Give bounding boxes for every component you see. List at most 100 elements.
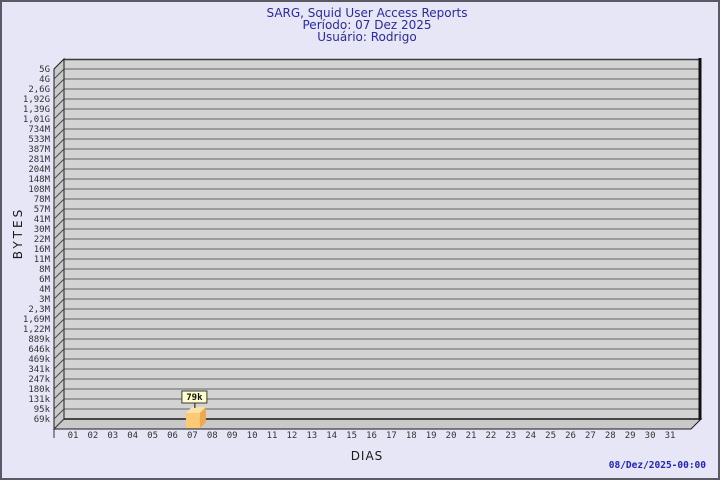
x-tick-label: 09	[227, 431, 238, 441]
y-tick	[53, 68, 65, 80]
x-tick-label: 05	[147, 431, 158, 441]
x-tick-label: 15	[346, 431, 357, 441]
y-tick	[53, 328, 65, 340]
y-tick-label: 1,39G	[23, 105, 50, 115]
bar-top-face	[185, 407, 206, 413]
y-tick-label: 734M	[28, 125, 50, 135]
y-tick-label: 341k	[28, 365, 50, 375]
y-tick-label: 131k	[28, 395, 50, 405]
x-tick-label: 12	[286, 431, 297, 441]
x-tick-labels: 01 02 03 04 05 06 07 08 09 10 11 12 13 14 15 16 17 18 19 20…	[68, 431, 676, 441]
y-tick-label: 22M	[34, 235, 51, 245]
y-tick-labels: 5G4G2,6G1,92G1,39G1,01G734M533M387M281M2…	[23, 65, 51, 425]
y-tick-label: 8M	[39, 265, 50, 275]
x-tick-label: 27	[585, 431, 596, 441]
x-tick-label: 10	[247, 431, 258, 441]
y-tick-label: 247k	[28, 375, 50, 385]
x-tick-label: 24	[525, 431, 536, 441]
y-tick	[53, 408, 65, 420]
y-tick	[53, 348, 65, 360]
x-tick-label: 01	[68, 431, 79, 441]
bar-front-face	[185, 413, 200, 428]
y-tick-label: 11M	[34, 255, 51, 265]
y-tick-label: 4M	[39, 285, 50, 295]
y-tick-label: 5G	[39, 65, 50, 75]
chart-header: SARG, Squid User Access Reports Período:…	[7, 6, 718, 44]
x-tick-label: 19	[426, 431, 437, 441]
y-tick	[53, 198, 65, 210]
y-tick-label: 16M	[34, 245, 51, 255]
y-tick	[53, 148, 65, 160]
value-label: 79k	[186, 393, 203, 403]
y-tick-label: 387M	[28, 145, 50, 155]
y-tick-label: 2,3M	[28, 305, 50, 315]
y-tick	[53, 378, 65, 390]
y-tick-label: 469k	[28, 355, 50, 365]
y-tick-label: 3M	[39, 295, 50, 305]
y-tick	[53, 218, 65, 230]
x-tick-label: 07	[187, 431, 198, 441]
y-tick	[53, 168, 65, 180]
y-tick-label: 2,6G	[28, 85, 50, 95]
x-tick-label: 20	[446, 431, 457, 441]
y-tick	[53, 358, 65, 370]
x-tick-label: 29	[625, 431, 636, 441]
y-tick	[53, 158, 65, 170]
y-tick	[53, 188, 65, 200]
y-tick-label: 533M	[28, 135, 50, 145]
y-tick-label: 30M	[34, 225, 51, 235]
y-tick	[53, 278, 65, 290]
y-tick-label: 41M	[34, 215, 51, 225]
x-tick-label: 26	[565, 431, 576, 441]
y-tick-label: 69k	[34, 415, 51, 425]
chart-title: SARG, Squid User Access Reports	[266, 6, 468, 20]
y-tick	[53, 398, 65, 410]
x-tick-label: 11	[267, 431, 278, 441]
y-tick	[53, 108, 65, 120]
y-tick-label: 95k	[34, 405, 51, 415]
grid-lines	[64, 68, 701, 420]
x-tick-label: 17	[386, 431, 397, 441]
x-axis-title: DIAS	[350, 449, 384, 463]
y-tick	[53, 308, 65, 320]
y-tick	[53, 178, 65, 190]
y-tick	[53, 138, 65, 150]
x-tick-label: 03	[107, 431, 118, 441]
chart-user: Usuário: Rodrigo	[317, 30, 417, 44]
y-tick	[53, 128, 65, 140]
y-tick	[53, 368, 65, 380]
y-tick-label: 1,01G	[23, 115, 50, 125]
y-tick	[53, 88, 65, 100]
plot-floor	[52, 418, 703, 430]
y-tick	[53, 318, 65, 330]
y-tick-label: 1,22M	[23, 325, 51, 335]
x-tick-label: 18	[406, 431, 417, 441]
value-label-box	[181, 390, 208, 404]
y-tick	[53, 248, 65, 260]
y-tick-label: 6M	[39, 275, 50, 285]
y-tick	[53, 418, 65, 430]
y-tick-label: 78M	[34, 195, 51, 205]
bar-side-face	[199, 407, 206, 428]
x-tick-label: 23	[505, 431, 516, 441]
y-tick	[53, 78, 65, 90]
x-tick-label: 13	[306, 431, 317, 441]
x-tick-label: 31	[665, 431, 676, 441]
y-axis-ticks	[53, 68, 65, 430]
y-tick-label: 281M	[28, 155, 50, 165]
y-tick-label: 889k	[28, 335, 50, 345]
x-tick-label: 22	[485, 431, 496, 441]
y-tick-label: 57M	[34, 205, 51, 215]
x-tick-label: 28	[605, 431, 616, 441]
y-tick	[53, 228, 65, 240]
x-tick-label: 14	[326, 431, 337, 441]
chart-period: Período: 07 Dez 2025	[302, 18, 432, 32]
y-tick	[53, 298, 65, 310]
bar-series: 79k	[181, 390, 208, 428]
y-tick	[53, 118, 65, 130]
y-tick	[53, 268, 65, 280]
x-tick-label: 25	[545, 431, 556, 441]
y-tick-label: 4G	[39, 75, 50, 85]
